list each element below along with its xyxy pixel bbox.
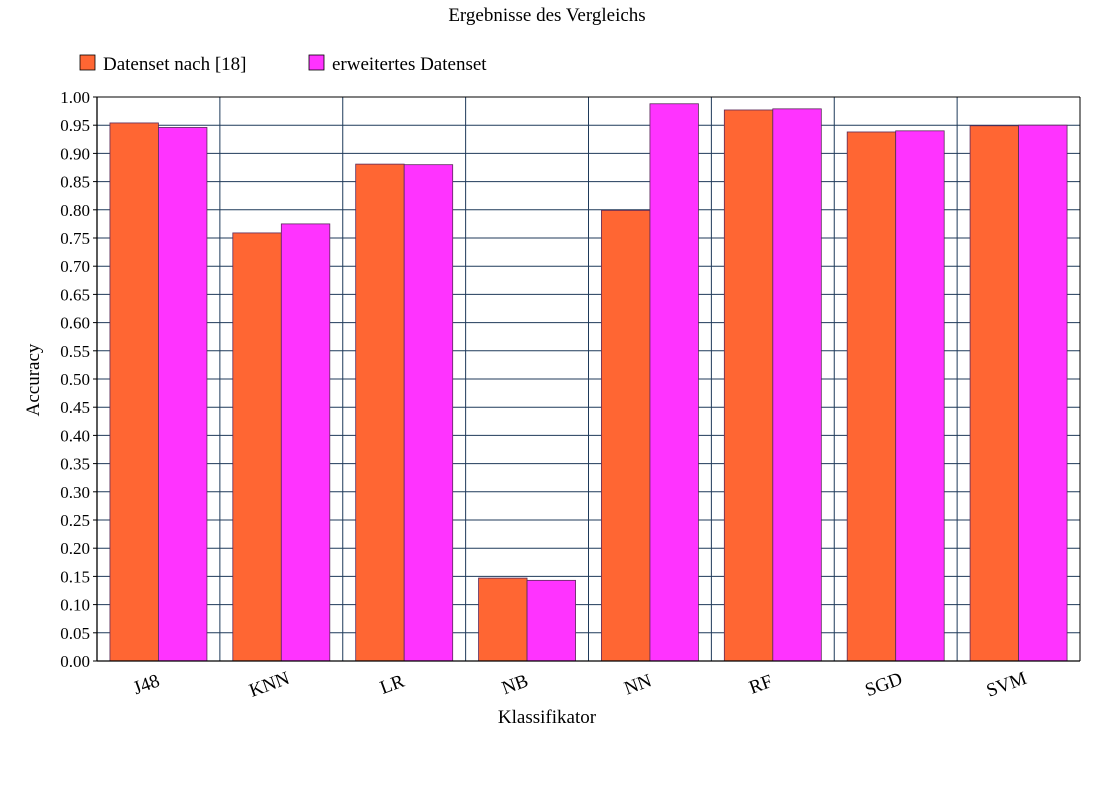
y-tick-label: 0.30	[60, 483, 90, 502]
bar-2-nn	[649, 103, 699, 662]
y-tick-label: 0.95	[60, 116, 90, 135]
x-tick-label: SGD	[862, 668, 905, 701]
y-tick-label: 0.05	[60, 624, 90, 643]
bars	[109, 103, 1068, 662]
bar-1-j48	[109, 122, 159, 662]
legend-label-series-2: erweitertes Datenset	[332, 54, 487, 75]
axes	[93, 96, 1081, 662]
y-tick-label: 0.90	[60, 144, 90, 163]
y-tick-label: 0.35	[60, 455, 90, 474]
x-axis-label: Klassifikator	[498, 707, 597, 728]
bar-1-svm	[969, 125, 1019, 662]
y-axis-label: Accuracy	[23, 343, 44, 416]
y-tick-label: 0.50	[60, 370, 90, 389]
y-tick-label: 0.00	[60, 652, 90, 671]
bar-2-rf	[772, 108, 822, 662]
y-tick-label: 0.65	[60, 285, 90, 304]
y-tick-label: 0.25	[60, 511, 90, 530]
x-tick-label: KNN	[246, 668, 292, 702]
y-tick-label: 0.20	[60, 539, 90, 558]
legend: Datenset nach [18] erweitertes Datenset	[79, 54, 487, 75]
bar-1-sgd	[846, 131, 897, 662]
bar-1-lr	[355, 163, 405, 662]
y-tick-label: 0.40	[60, 426, 90, 445]
y-tick-label: 1.00	[60, 88, 90, 107]
x-tick-label: LR	[377, 671, 407, 699]
x-tick-label: J48	[131, 670, 163, 699]
y-tick-label: 0.45	[60, 398, 90, 417]
y-tick-label: 0.15	[60, 567, 90, 586]
x-tick-label: NB	[499, 670, 531, 699]
x-tick-label: NN	[622, 670, 655, 699]
y-tick-label: 0.55	[60, 342, 90, 361]
bar-1-rf	[723, 109, 774, 662]
legend-swatch-series-2	[308, 54, 325, 71]
legend-swatch-series-1	[79, 54, 96, 71]
bar-2-nb	[526, 579, 576, 662]
bar-1-nn	[601, 209, 651, 662]
bar-2-sgd	[895, 130, 945, 662]
bar-2-j48	[158, 127, 208, 662]
y-tick-label: 0.80	[60, 201, 90, 220]
y-tick-label: 0.70	[60, 257, 90, 276]
y-tick-label: 0.10	[60, 596, 90, 615]
bar-1-nb	[478, 577, 528, 662]
chart-title: Ergebnisse des Vergleichs	[448, 5, 645, 26]
y-tick-label: 0.85	[60, 173, 90, 192]
bar-2-svm	[1018, 124, 1068, 662]
x-tick-labels: J48 KNN LR NB NN RF SGD SVM	[131, 668, 1030, 702]
bar-2-lr	[403, 164, 454, 662]
y-tick-label: 0.75	[60, 229, 90, 248]
x-tick-label: SVM	[984, 668, 1030, 702]
x-tick-label: RF	[746, 671, 775, 699]
bar-2-knn	[280, 223, 331, 662]
bar-1-knn	[232, 232, 282, 662]
y-tick-label: 0.60	[60, 314, 90, 333]
y-tick-labels: 0.00 0.05 0.10 0.15 0.20 0.25 0.30 0.35 0.40 0.45…	[60, 88, 90, 671]
legend-label-series-1: Datenset nach [18]	[103, 54, 247, 75]
